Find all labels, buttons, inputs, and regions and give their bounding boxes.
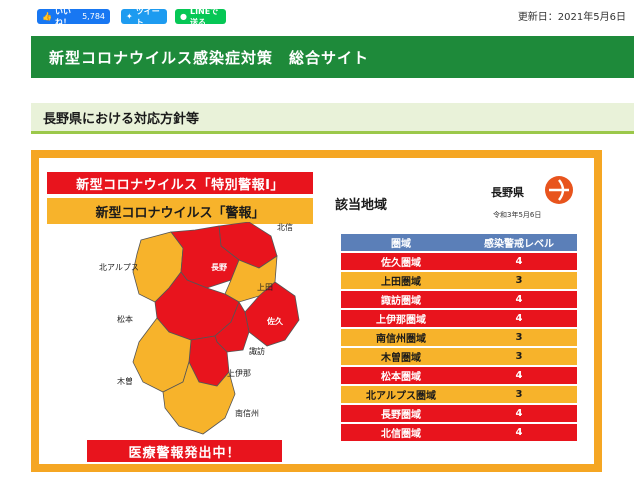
area-cell: 諏訪圏域 bbox=[341, 291, 461, 308]
section-heading: 長野県における対応方針等 bbox=[31, 103, 634, 134]
line-icon: ● bbox=[180, 12, 187, 21]
table-header-row: 圏域 感染警戒レベル bbox=[341, 234, 577, 251]
header-area: 圏域 bbox=[341, 234, 461, 251]
area-cell: 松本圏域 bbox=[341, 367, 461, 384]
alert-panel: 新型コロナウイルス「特別警報Ⅰ」 新型コロナウイルス「警報」 bbox=[31, 150, 602, 472]
tweet-label: ツイート bbox=[135, 6, 160, 27]
area-cell: 上田圏域 bbox=[341, 272, 461, 289]
level-cell: 4 bbox=[461, 424, 577, 441]
prefecture-emblem-icon bbox=[545, 176, 573, 204]
site-title-banner[interactable]: 新型コロナウイルス感染症対策 総合サイト bbox=[31, 36, 634, 78]
map-label-minami-shinshu: 南信州 bbox=[235, 409, 259, 418]
region-minami-shinshu bbox=[162, 360, 236, 435]
table-row: 松本圏域 4 bbox=[341, 367, 577, 384]
table-body: 佐久圏域 4 上田圏域 3 諏訪圏域 4 上伊那圏域 4 南信州圏域 3 木曽圏域 3 松本圏域 4 北アル… bbox=[341, 253, 577, 441]
area-cell: 上伊那圏域 bbox=[341, 310, 461, 327]
nagano-region-map: 北信 長野 上田 北アルプス 松本 佐久 諏訪 上伊那 木曽 南信州 bbox=[99, 221, 309, 438]
header-level: 感染警戒レベル bbox=[461, 234, 577, 251]
map-label-matsumoto: 松本 bbox=[117, 315, 133, 324]
level-cell: 3 bbox=[461, 386, 577, 403]
warning-banner: 新型コロナウイルス「警報」 bbox=[47, 198, 313, 224]
special-alert-banner: 新型コロナウイルス「特別警報Ⅰ」 bbox=[47, 172, 313, 194]
level-cell: 3 bbox=[461, 348, 577, 365]
area-cell: 北アルプス圏域 bbox=[341, 386, 461, 403]
facebook-like-button[interactable]: 👍 いいね！ 5,784 bbox=[37, 7, 110, 27]
table-row: 諏訪圏域 4 bbox=[341, 291, 577, 308]
top-bar: 👍 いいね！ 5,784 ✦ ツイート ● LINEで送る 更新日：2021年5… bbox=[0, 0, 634, 30]
like-count: 5,784 bbox=[82, 12, 105, 21]
prefecture-name: 長野県 bbox=[491, 186, 524, 199]
logo-date: 令和3年5月6日 bbox=[493, 211, 542, 219]
table-row: 上伊那圏域 4 bbox=[341, 310, 577, 327]
updated-date: 更新日：2021年5月6日 bbox=[517, 12, 626, 23]
level-cell: 4 bbox=[461, 367, 577, 384]
level-cell: 4 bbox=[461, 291, 577, 308]
area-cell: 木曽圏域 bbox=[341, 348, 461, 365]
region-map-svg bbox=[132, 221, 300, 435]
area-heading: 該当地域 bbox=[335, 198, 388, 213]
level-cell: 4 bbox=[461, 405, 577, 422]
alert-panel-inner: 新型コロナウイルス「特別警報Ⅰ」 新型コロナウイルス「警報」 bbox=[39, 158, 594, 464]
area-cell: 長野圏域 bbox=[341, 405, 461, 422]
table-row: 上田圏域 3 bbox=[341, 272, 577, 289]
table-row: 北アルプス圏域 3 bbox=[341, 386, 577, 403]
area-cell: 南信州圏域 bbox=[341, 329, 461, 346]
area-cell: 北信圏域 bbox=[341, 424, 461, 441]
map-label-kamiina: 上伊那 bbox=[227, 369, 251, 378]
map-label-suwa: 諏訪 bbox=[249, 347, 265, 356]
line-label: LINEで送る bbox=[189, 6, 219, 27]
tweet-button[interactable]: ✦ ツイート bbox=[121, 7, 167, 27]
map-label-kiso: 木曽 bbox=[117, 377, 133, 386]
table-row: 佐久圏域 4 bbox=[341, 253, 577, 270]
line-share-button[interactable]: ● LINEで送る bbox=[175, 7, 226, 27]
map-label-hokushin: 北信 bbox=[277, 223, 293, 232]
level-cell: 3 bbox=[461, 272, 577, 289]
level-cell: 3 bbox=[461, 329, 577, 346]
prefecture-logo: 長野県 令和3年5月6日 bbox=[485, 170, 587, 220]
map-label-nagano: 長野 bbox=[211, 263, 227, 272]
twitter-bird-icon: ✦ bbox=[126, 12, 133, 21]
level-cell: 4 bbox=[461, 253, 577, 270]
level-cell: 4 bbox=[461, 310, 577, 327]
medical-alert-banner: 医療警報発出中！ bbox=[87, 440, 282, 462]
map-label-saku: 佐久 bbox=[267, 317, 283, 326]
thumbs-up-icon: 👍 bbox=[42, 12, 52, 21]
area-cell: 佐久圏域 bbox=[341, 253, 461, 270]
table-row: 木曽圏域 3 bbox=[341, 348, 577, 365]
table-row: 南信州圏域 3 bbox=[341, 329, 577, 346]
like-label: いいね！ bbox=[54, 6, 71, 27]
map-label-kita-alps: 北アルプス bbox=[99, 263, 139, 272]
alert-level-table: 圏域 感染警戒レベル 佐久圏域 4 上田圏域 3 諏訪圏域 4 上伊那圏域 4 南信州圏域 3 木曽… bbox=[341, 232, 577, 443]
map-label-ueda: 上田 bbox=[257, 283, 273, 292]
table-row: 長野圏域 4 bbox=[341, 405, 577, 422]
table-row: 北信圏域 4 bbox=[341, 424, 577, 441]
